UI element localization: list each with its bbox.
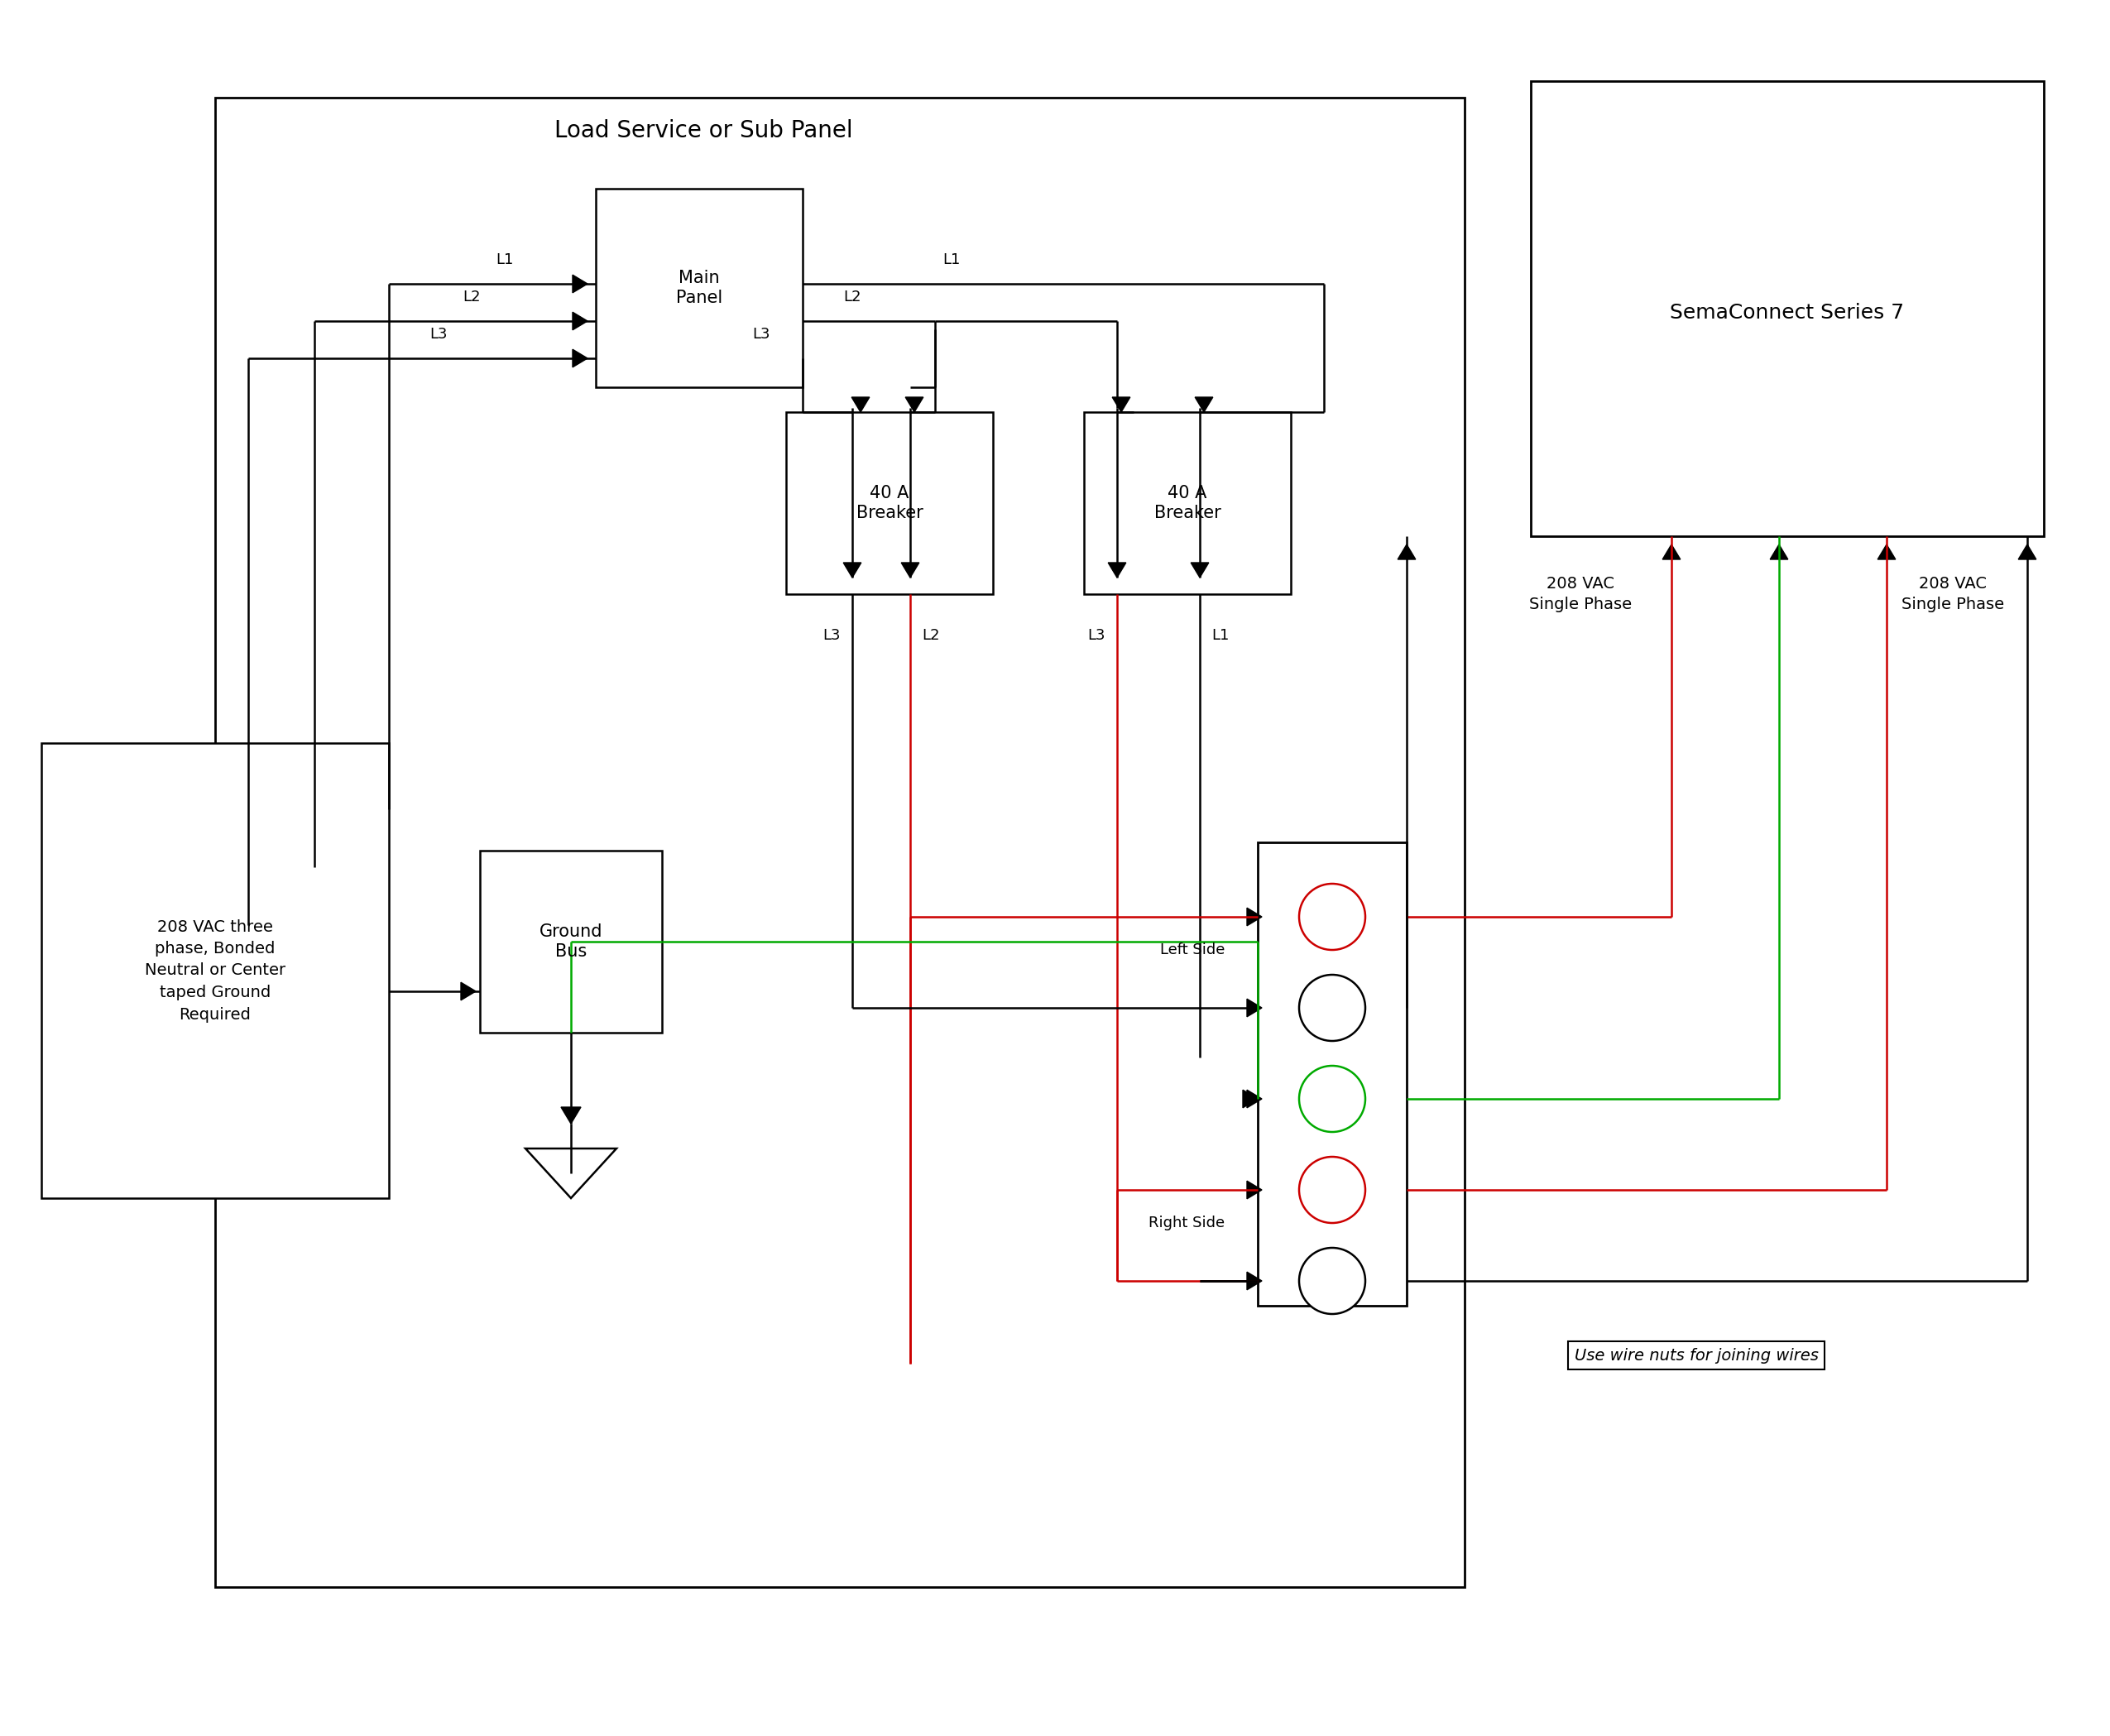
- Polygon shape: [561, 1108, 580, 1123]
- Circle shape: [1300, 1248, 1365, 1314]
- Text: SemaConnect Series 7: SemaConnect Series 7: [1671, 302, 1905, 323]
- Polygon shape: [1878, 545, 1895, 559]
- Text: L1: L1: [1211, 628, 1230, 642]
- Text: 40 A
Breaker: 40 A Breaker: [857, 486, 922, 521]
- Polygon shape: [1397, 545, 1416, 559]
- Polygon shape: [901, 562, 920, 578]
- Text: Use wire nuts for joining wires: Use wire nuts for joining wires: [1574, 1347, 1819, 1363]
- Text: L3: L3: [823, 628, 840, 642]
- Polygon shape: [1663, 545, 1680, 559]
- Polygon shape: [572, 349, 587, 368]
- Polygon shape: [844, 562, 861, 578]
- Text: 208 VAC three
phase, Bonded
Neutral or Center
taped Ground
Required: 208 VAC three phase, Bonded Neutral or C…: [146, 918, 285, 1023]
- Polygon shape: [1112, 398, 1131, 411]
- Polygon shape: [1108, 562, 1127, 578]
- Polygon shape: [572, 312, 587, 330]
- Polygon shape: [1247, 1180, 1262, 1200]
- Text: 208 VAC
Single Phase: 208 VAC Single Phase: [1530, 576, 1631, 613]
- Text: Right Side: Right Side: [1148, 1215, 1224, 1231]
- Polygon shape: [1243, 1090, 1258, 1108]
- Bar: [1085, 411, 1291, 594]
- Text: Load Service or Sub Panel: Load Service or Sub Panel: [555, 120, 852, 142]
- Bar: [595, 189, 802, 387]
- Circle shape: [1300, 1156, 1365, 1222]
- Bar: [42, 743, 388, 1198]
- Text: L1: L1: [496, 252, 513, 267]
- Polygon shape: [460, 983, 475, 1000]
- Text: L2: L2: [922, 628, 939, 642]
- Text: 208 VAC
Single Phase: 208 VAC Single Phase: [1901, 576, 2004, 613]
- Text: L1: L1: [943, 252, 960, 267]
- Text: L2: L2: [462, 290, 481, 304]
- Bar: [787, 411, 994, 594]
- Polygon shape: [1247, 1090, 1262, 1108]
- Polygon shape: [1194, 398, 1213, 411]
- Polygon shape: [1247, 1272, 1262, 1290]
- Polygon shape: [852, 398, 869, 411]
- Bar: [1530, 82, 2045, 536]
- Text: Left Side: Left Side: [1160, 943, 1224, 957]
- Text: Main
Panel: Main Panel: [675, 271, 722, 306]
- Text: L2: L2: [844, 290, 861, 304]
- Polygon shape: [1190, 562, 1209, 578]
- Polygon shape: [1247, 908, 1262, 925]
- Text: Ground
Bus: Ground Bus: [540, 924, 603, 960]
- Polygon shape: [2019, 545, 2036, 559]
- Polygon shape: [1247, 998, 1262, 1017]
- Circle shape: [1300, 884, 1365, 950]
- Polygon shape: [905, 398, 924, 411]
- Bar: [215, 97, 1464, 1587]
- Circle shape: [1300, 974, 1365, 1042]
- Bar: [1258, 842, 1407, 1305]
- Text: L3: L3: [753, 326, 770, 342]
- Text: L3: L3: [430, 326, 447, 342]
- Text: L3: L3: [1087, 628, 1106, 642]
- Polygon shape: [572, 274, 587, 293]
- Polygon shape: [1770, 545, 1787, 559]
- Circle shape: [1300, 1066, 1365, 1132]
- Text: 40 A
Breaker: 40 A Breaker: [1154, 486, 1222, 521]
- Bar: [479, 851, 663, 1033]
